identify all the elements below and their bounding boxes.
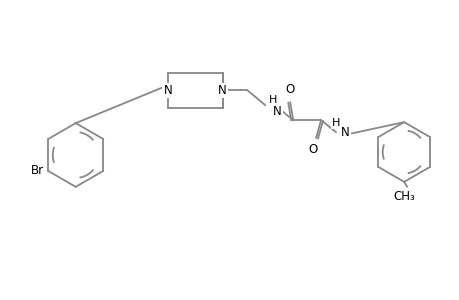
Text: CH₃: CH₃ [392, 190, 414, 203]
Text: N: N [340, 126, 349, 139]
Text: Br: Br [31, 164, 44, 177]
Text: H: H [269, 98, 277, 108]
Text: N: N [272, 105, 281, 118]
Text: O: O [308, 143, 317, 156]
Text: O: O [285, 83, 294, 96]
Text: N: N [218, 84, 226, 97]
Text: H: H [331, 118, 340, 128]
Text: H: H [269, 95, 277, 105]
Text: N: N [163, 84, 172, 97]
